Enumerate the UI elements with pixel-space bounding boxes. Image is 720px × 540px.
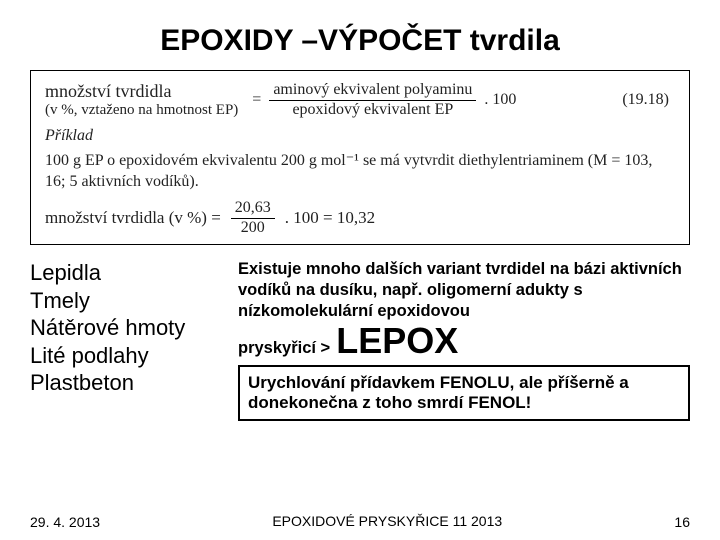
list-item: Lité podlahy	[30, 342, 230, 370]
eq2-rhs: . 100 = 10,32	[285, 208, 375, 228]
right-text-block: Existuje mnoho dalších variant tvrdidel …	[238, 259, 690, 421]
footer-center: EPOXIDOVÉ PRYSKYŘICE 11 2013	[100, 513, 674, 530]
applications-list: Lepidla Tmely Nátěrové hmoty Lité podlah…	[30, 259, 230, 421]
footer-date: 29. 4. 2013	[30, 514, 100, 530]
lepox-word: LEPOX	[336, 323, 458, 359]
lepox-line: pryskyřicí > LEPOX	[238, 323, 690, 359]
equation-2-row: množství tvrdidla (v %) = 20,63 200 . 10…	[45, 199, 675, 237]
eq1-rhs: = aminový ekvivalent polyaminu epoxidový…	[252, 81, 516, 119]
eq1-lhs-sub: (v %, vztaženo na hmotnost EP)	[45, 102, 238, 119]
eq1-lhs: množství tvrdidla (v %, vztaženo na hmot…	[45, 81, 238, 119]
eq1-fraction: aminový ekvivalent polyaminu epoxidový e…	[269, 81, 476, 119]
list-item: Plastbeton	[30, 369, 230, 397]
slide-title: EPOXIDY –VÝPOČET tvrdila	[30, 24, 690, 58]
eq1-number: (19.18)	[622, 91, 675, 109]
variants-paragraph: Existuje mnoho dalších variant tvrdidel …	[238, 259, 690, 321]
eq2-lhs: množství tvrdidla (v %) =	[45, 208, 221, 228]
example-paragraph: 100 g EP o epoxidovém ekvivalentu 200 g …	[45, 151, 675, 193]
eq2-frac-den: 200	[237, 219, 269, 237]
eq2-fraction: 20,63 200	[231, 199, 275, 237]
eq1-times100: . 100	[484, 91, 516, 109]
eq2-frac-num: 20,63	[231, 199, 275, 219]
list-item: Nátěrové hmoty	[30, 314, 230, 342]
example-heading: Příklad	[45, 127, 675, 145]
list-item: Lepidla	[30, 259, 230, 287]
lepox-prefix: pryskyřicí >	[238, 339, 330, 358]
lower-content: Lepidla Tmely Nátěrové hmoty Lité podlah…	[30, 259, 690, 421]
eq1-lhs-label: množství tvrdidla	[45, 81, 238, 102]
formula-scan-box: množství tvrdidla (v %, vztaženo na hmot…	[30, 70, 690, 245]
equation-1-row: množství tvrdidla (v %, vztaženo na hmot…	[45, 81, 675, 119]
eq1-equals: =	[252, 91, 261, 109]
eq1-frac-num: aminový ekvivalent polyaminu	[269, 81, 476, 101]
eq1-frac-den: epoxidový ekvivalent EP	[288, 101, 457, 119]
phenol-warning-box: Urychlování přídavkem FENOLU, ale příšer…	[238, 365, 690, 421]
footer-page-number: 16	[674, 514, 690, 530]
list-item: Tmely	[30, 287, 230, 315]
slide-footer: 29. 4. 2013 EPOXIDOVÉ PRYSKYŘICE 11 2013…	[0, 513, 720, 530]
